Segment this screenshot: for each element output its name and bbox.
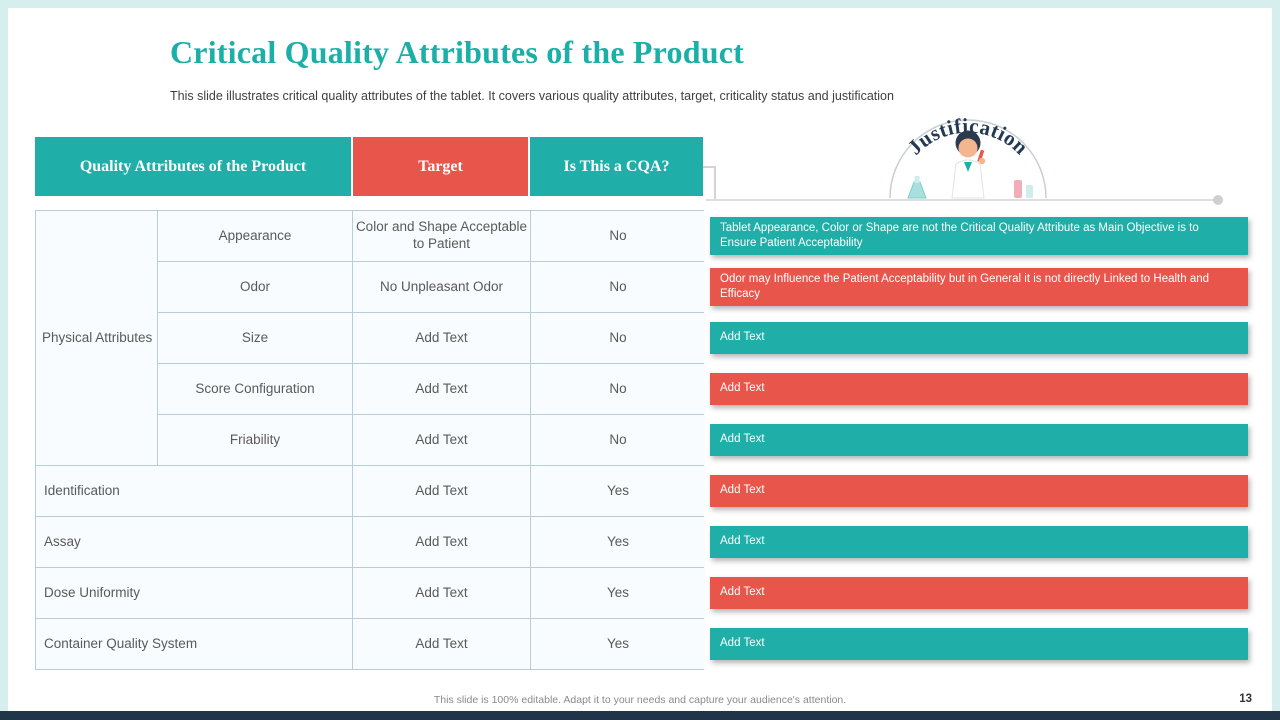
justification-bar-placeholder[interactable]: Add Text <box>710 321 1248 354</box>
cell-target-placeholder[interactable]: Add Text <box>353 619 530 669</box>
cell-cqa: Yes <box>531 517 705 567</box>
footer-note: This slide is 100% editable. Adapt it to… <box>433 694 847 706</box>
flask-icon <box>907 176 927 199</box>
cell-attribute: Appearance <box>158 211 352 261</box>
justification-bar-placeholder[interactable]: Add Text <box>710 576 1248 609</box>
attributes-table: Physical Attributes Appearance Color and… <box>35 210 705 670</box>
row-label: Assay <box>36 517 352 567</box>
justification-bar-placeholder[interactable]: Add Text <box>710 372 1248 405</box>
bottle-icon <box>1014 180 1033 198</box>
cell-attribute: Score Configuration <box>158 364 352 414</box>
cell-cqa: Yes <box>531 568 705 618</box>
cell-target-placeholder[interactable]: Add Text <box>353 517 530 567</box>
connector-line <box>703 166 716 168</box>
page-title: Critical Quality Attributes of the Produ… <box>170 34 744 70</box>
cell-target: No Unpleasant Odor <box>353 262 530 312</box>
justification-bar-placeholder[interactable]: Add Text <box>710 474 1248 507</box>
header-target: Target <box>353 137 528 196</box>
cell-target: Color and Shape Acceptable to Patient <box>353 211 530 261</box>
scientist-icon <box>951 130 986 199</box>
cell-cqa: No <box>531 364 705 414</box>
row-label: Dose Uniformity <box>36 568 352 618</box>
cell-target-placeholder[interactable]: Add Text <box>353 466 530 516</box>
cell-target-placeholder[interactable]: Add Text <box>353 415 530 465</box>
cell-cqa: Yes <box>531 619 705 669</box>
bottom-accent-bar <box>0 711 1280 720</box>
justification-baseline <box>706 199 1214 201</box>
header-is-this-a-cqa: Is This a CQA? <box>530 137 703 196</box>
connector-line <box>714 166 716 200</box>
cell-cqa: No <box>531 262 705 312</box>
cell-target-placeholder[interactable]: Add Text <box>353 364 530 414</box>
cell-cqa: No <box>531 313 705 363</box>
justification-bar-placeholder[interactable]: Add Text <box>710 423 1248 456</box>
arc-decoration <box>889 119 1047 199</box>
line-end-dot <box>1213 195 1223 205</box>
cell-target-placeholder[interactable]: Add Text <box>353 568 530 618</box>
cell-target-placeholder[interactable]: Add Text <box>353 313 530 363</box>
page-number: 13 <box>1239 693 1252 705</box>
cell-cqa: No <box>531 415 705 465</box>
row-label: Container Quality System <box>36 619 352 669</box>
justification-bar[interactable]: Odor may Influence the Patient Acceptabi… <box>710 267 1248 306</box>
page-subtitle: This slide illustrates critical quality … <box>170 89 894 103</box>
justification-bar-placeholder[interactable]: Add Text <box>710 525 1248 558</box>
cell-cqa: Yes <box>531 466 705 516</box>
justification-bars: Tablet Appearance, Color or Shape are no… <box>710 210 1248 669</box>
group-label-physical-attributes: Physical Attributes <box>36 211 157 465</box>
cell-attribute: Odor <box>158 262 352 312</box>
cell-attribute: Friability <box>158 415 352 465</box>
cell-attribute: Size <box>158 313 352 363</box>
justification-illustration: Justification <box>889 114 1047 199</box>
row-label: Identification <box>36 466 352 516</box>
justification-bar[interactable]: Tablet Appearance, Color or Shape are no… <box>710 216 1248 255</box>
cell-cqa: No <box>531 211 705 261</box>
justification-bar-placeholder[interactable]: Add Text <box>710 627 1248 660</box>
header-quality-attributes: Quality Attributes of the Product <box>35 137 351 196</box>
